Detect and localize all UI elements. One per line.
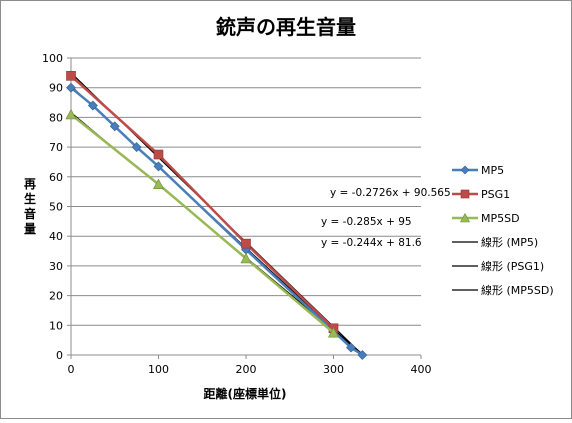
y-axis-label-char: 量 bbox=[24, 222, 36, 236]
square-marker bbox=[66, 71, 76, 81]
x-tick-label: 300 bbox=[323, 363, 344, 376]
series-line bbox=[70, 113, 335, 334]
diamond-marker bbox=[357, 350, 368, 360]
diamond-marker bbox=[109, 121, 120, 132]
y-tick-label: 10 bbox=[49, 319, 63, 332]
legend-entry: MP5 bbox=[481, 164, 504, 177]
y-tick-label: 60 bbox=[49, 171, 63, 184]
gridlines bbox=[67, 57, 422, 359]
legend-entry: MP5SD bbox=[481, 212, 520, 225]
trendline-equation: y = -0.285x + 95 bbox=[321, 216, 412, 228]
triangle-marker bbox=[153, 178, 164, 190]
trendline-equations: y = -0.2726x + 90.565 y = -0.285x + 95 y =… bbox=[321, 187, 451, 249]
chart-title: 銃声の再生音量 bbox=[216, 15, 356, 39]
square-marker bbox=[460, 189, 470, 199]
tick-labels: 0 10 20 30 40 50 60 70 80 90 100 0 100 200 300 400 bbox=[42, 52, 432, 376]
trendline-equation: y = -0.2726x + 90.565 bbox=[330, 187, 451, 199]
triangle-marker bbox=[65, 108, 77, 120]
legend-entry: 線形 (PSG1) bbox=[481, 259, 544, 273]
y-axis-label: 再生音量 bbox=[24, 177, 36, 236]
triangle-marker bbox=[328, 327, 339, 338]
y-axis-label-char: 音 bbox=[24, 206, 36, 221]
y-tick-label: 100 bbox=[42, 52, 63, 65]
legend-entry: 線形 (MP5) bbox=[481, 235, 538, 249]
y-tick-label: 0 bbox=[56, 349, 63, 362]
y-tick-label: 50 bbox=[49, 201, 63, 214]
triangle-marker bbox=[460, 212, 470, 223]
y-tick-label: 40 bbox=[49, 230, 63, 243]
x-axis-label: 距離(座標単位) bbox=[204, 386, 287, 401]
diamond-marker bbox=[346, 342, 356, 353]
diamond-marker bbox=[460, 165, 470, 175]
diamond-marker bbox=[153, 161, 164, 172]
diamond-marker bbox=[87, 100, 98, 111]
y-tick-label: 90 bbox=[49, 82, 63, 95]
legend-entry: PSG1 bbox=[481, 188, 510, 201]
x-tick-label: 100 bbox=[148, 363, 169, 376]
y-tick-label: 70 bbox=[49, 141, 63, 154]
x-tick-label: 0 bbox=[68, 363, 75, 376]
y-axis-label-char: 生 bbox=[24, 191, 36, 206]
y-tick-label: 80 bbox=[49, 111, 63, 124]
y-tick-label: 20 bbox=[49, 290, 63, 303]
square-marker bbox=[153, 149, 164, 160]
legend-entry: 線形 (MP5SD) bbox=[481, 283, 554, 297]
series-line bbox=[70, 74, 335, 330]
diamond-marker bbox=[66, 82, 76, 93]
series-group bbox=[65, 71, 368, 360]
x-tick-label: 200 bbox=[236, 363, 257, 376]
series-mp5sd bbox=[65, 108, 339, 338]
trendline-equation: y = -0.244x + 81.6 bbox=[321, 237, 422, 249]
triangle-marker bbox=[240, 252, 252, 264]
x-tick-label: 400 bbox=[411, 363, 432, 376]
y-tick-label: 30 bbox=[49, 260, 63, 273]
square-marker bbox=[241, 238, 251, 249]
diamond-marker bbox=[131, 142, 142, 153]
legend: MP5 PSG1 MP5SD 線形 (MP5) 線形 (PSG1) 線形 (MP5SD) bbox=[452, 164, 554, 297]
y-axis-label-char: 再 bbox=[24, 177, 36, 191]
